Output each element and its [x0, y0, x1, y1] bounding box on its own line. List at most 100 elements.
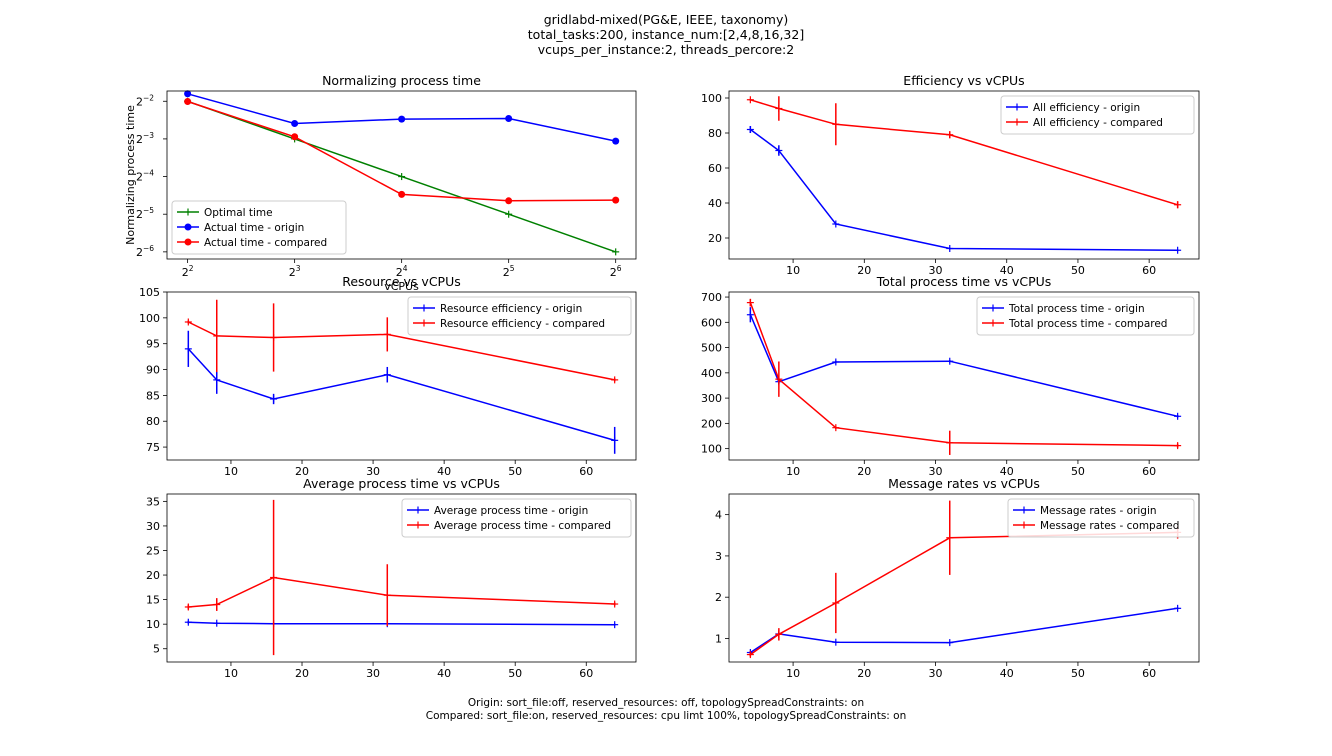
legend-box [171, 200, 347, 255]
x-tick-label: 30 [929, 465, 943, 478]
chart-title: Message rates vs vCPUs [888, 476, 1040, 491]
x-tick-label: 40 [437, 465, 451, 478]
legend-box [1000, 95, 1195, 135]
y-tick-label: 3 [715, 550, 722, 563]
legend-item: Total process time - origin [982, 303, 1145, 315]
legend-item: Message rates - compared [1013, 520, 1179, 532]
figure-title: gridlabd-mixed(PG&E, IEEE, taxonomy) [543, 12, 789, 27]
legend-label: Resource efficiency - compared [440, 318, 605, 330]
data-point [184, 618, 192, 626]
x-tick-label: 30 [929, 264, 943, 277]
x-tick-label: 30 [929, 667, 943, 680]
x-tick-label: 23 [289, 264, 301, 279]
data-point [270, 574, 278, 582]
chart-title: Efficiency vs vCPUs [903, 73, 1024, 88]
data-point [383, 330, 391, 338]
data-point [611, 436, 619, 444]
legend-item: All efficiency - origin [1006, 102, 1140, 114]
y-tick-label: 600 [701, 316, 722, 329]
x-tick-label: 10 [786, 264, 800, 277]
data-point [832, 358, 840, 366]
y-tick-label: 500 [701, 342, 722, 355]
legend-label: Actual time - origin [204, 222, 304, 234]
x-tick-label: 20 [857, 667, 871, 680]
data-point [505, 197, 513, 205]
x-tick-label: 50 [1071, 264, 1085, 277]
figure-header: gridlabd-mixed(PG&E, IEEE, taxonomy) tot… [0, 12, 1332, 57]
data-point [611, 621, 619, 629]
y-tick-label: 30 [146, 520, 160, 533]
series-line [188, 576, 615, 608]
y-tick-label: 20 [146, 569, 160, 582]
data-point [775, 147, 783, 154]
chart-title: Resource vs vCPUs [342, 274, 461, 289]
x-tick-label: 30 [366, 667, 380, 680]
legend-item: Average process time - origin [407, 505, 588, 517]
series-1 [184, 330, 619, 454]
legend-item: All efficiency - compared [1006, 117, 1163, 129]
data-point [746, 96, 754, 104]
x-tick-label: 50 [508, 667, 522, 680]
x-tick-label: 40 [437, 667, 451, 680]
series-line [188, 621, 615, 626]
x-tick-label: 40 [1000, 264, 1014, 277]
data-point [291, 133, 299, 141]
data-point [505, 210, 513, 218]
data-point [611, 600, 619, 608]
legend-label: Total process time - origin [1008, 303, 1145, 315]
data-point [746, 126, 754, 133]
data-point [832, 599, 840, 607]
series-line [187, 348, 615, 442]
y-tick-label: 40 [708, 197, 722, 210]
x-tick-label: 22 [182, 264, 194, 279]
y-tick-label: 2 [715, 591, 722, 604]
series-2 [184, 90, 620, 145]
data-point [746, 651, 754, 659]
data-point [398, 190, 406, 198]
data-point [291, 120, 299, 128]
x-tick-label: 24 [396, 264, 408, 279]
legend-box [976, 296, 1195, 336]
y-tick-label: 1 [715, 632, 722, 645]
data-point [832, 424, 840, 432]
series-1 [184, 618, 619, 629]
data-point [775, 630, 783, 638]
data-point [946, 131, 954, 139]
axes-frame [728, 291, 1200, 461]
legend: Resource efficiency - origin Resource eff… [407, 296, 632, 336]
figure-subtitle-tasks: total_tasks:200, instance_num:[2,4,8,16,… [527, 27, 805, 42]
data-point [1174, 604, 1182, 612]
y-tick-label: 105 [139, 286, 160, 299]
x-tick-label: 20 [857, 264, 871, 277]
series-2 [746, 298, 1182, 455]
footer-compared-config: Compared: sort_file:on, reserved_resourc… [425, 710, 907, 722]
x-tick-label: 60 [1142, 264, 1156, 277]
data-point [946, 534, 954, 542]
data-point [832, 120, 840, 128]
chart-tot: Total process time vs vCPUs 10 20 30 40 50 60 1… [701, 274, 1200, 478]
x-tick-label: 20 [857, 465, 871, 478]
legend-label: Optimal time [204, 207, 273, 219]
data-point [184, 345, 192, 353]
legend: Optimal time Actual time - origin Actual t… [171, 200, 347, 255]
legend-label: Resource efficiency - origin [440, 303, 582, 315]
y-tick-label: 300 [701, 392, 722, 405]
legend-item: Resource efficiency - origin [413, 303, 582, 315]
x-tick-label: 10 [224, 667, 238, 680]
legend-marker [184, 223, 192, 231]
y-tick-label: 2−4 [136, 169, 154, 184]
y-tick-label: 2−5 [136, 206, 154, 221]
legend-item: Average process time - compared [407, 520, 611, 532]
data-point [612, 137, 620, 145]
series-line [749, 128, 1178, 252]
legend-label: Message rates - compared [1040, 520, 1179, 532]
data-point [213, 601, 221, 609]
series-2 [746, 96, 1182, 209]
y-tick-label: 2−3 [136, 131, 154, 146]
legend-box [1007, 498, 1195, 538]
data-point [946, 439, 954, 447]
x-tick-label: 60 [1142, 667, 1156, 680]
series-2 [184, 499, 619, 656]
legend: Total process time - origin Total process… [976, 296, 1195, 336]
